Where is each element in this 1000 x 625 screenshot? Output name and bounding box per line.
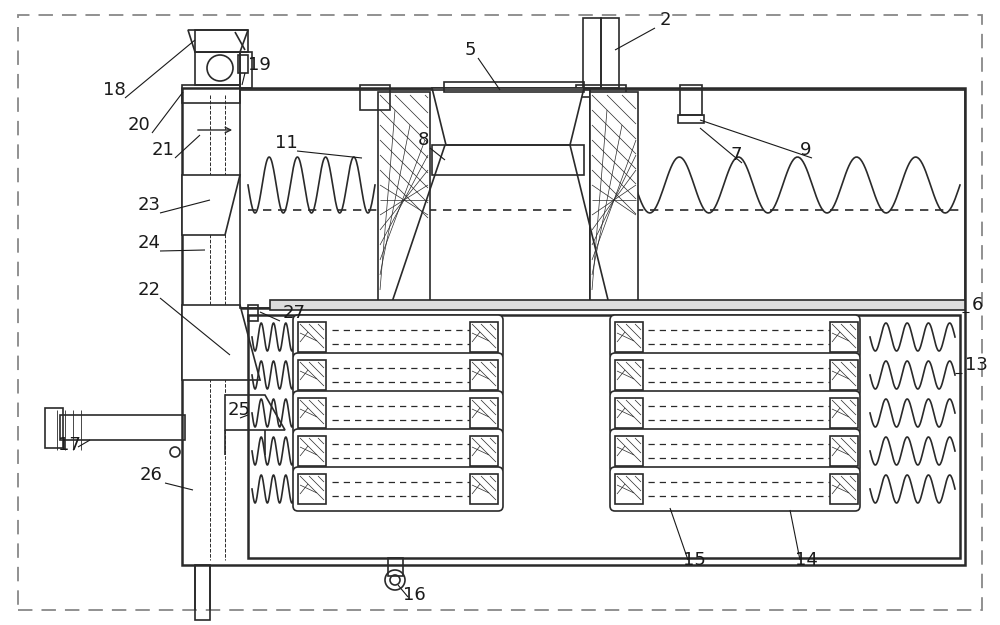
Text: 23: 23: [138, 196, 161, 214]
Text: 8: 8: [418, 131, 429, 149]
Bar: [830, 474, 858, 504]
Bar: [444, 82, 584, 92]
Bar: [615, 474, 643, 504]
Bar: [360, 85, 390, 110]
Bar: [238, 55, 248, 73]
Bar: [470, 322, 498, 352]
Bar: [248, 315, 960, 558]
Bar: [680, 85, 702, 115]
Bar: [388, 558, 403, 576]
FancyBboxPatch shape: [293, 467, 503, 511]
Bar: [576, 85, 626, 97]
Polygon shape: [432, 88, 584, 145]
Bar: [601, 18, 619, 88]
Text: 18: 18: [103, 81, 126, 99]
Bar: [615, 360, 643, 390]
Bar: [830, 322, 858, 352]
Bar: [270, 300, 965, 310]
Text: 22: 22: [138, 281, 161, 299]
Bar: [615, 322, 643, 352]
Text: 6: 6: [972, 296, 983, 314]
Text: 17: 17: [58, 436, 81, 454]
Polygon shape: [225, 395, 285, 430]
Polygon shape: [182, 305, 260, 380]
Polygon shape: [182, 175, 240, 235]
Bar: [298, 436, 326, 466]
Text: 20: 20: [128, 116, 151, 134]
Bar: [298, 474, 326, 504]
FancyBboxPatch shape: [610, 315, 860, 359]
Bar: [298, 398, 326, 428]
Text: 2: 2: [660, 11, 672, 29]
FancyBboxPatch shape: [610, 391, 860, 435]
Text: 9: 9: [800, 141, 812, 159]
Polygon shape: [188, 30, 248, 52]
Bar: [470, 436, 498, 466]
Text: 25: 25: [228, 401, 251, 419]
FancyBboxPatch shape: [610, 467, 860, 511]
Bar: [470, 474, 498, 504]
Bar: [615, 398, 643, 428]
Bar: [195, 52, 240, 85]
Text: 21: 21: [152, 141, 175, 159]
Bar: [830, 360, 858, 390]
Bar: [678, 115, 704, 123]
FancyBboxPatch shape: [610, 429, 860, 473]
Bar: [590, 92, 638, 307]
Bar: [830, 398, 858, 428]
Bar: [182, 85, 240, 103]
Text: 24: 24: [138, 234, 161, 252]
FancyBboxPatch shape: [293, 315, 503, 359]
Bar: [195, 30, 248, 52]
Text: 26: 26: [140, 466, 163, 484]
Bar: [378, 92, 430, 307]
Text: 19: 19: [248, 56, 271, 74]
Text: 11: 11: [275, 134, 298, 152]
Text: 15: 15: [683, 551, 706, 569]
Bar: [590, 90, 965, 308]
Text: 14: 14: [795, 551, 818, 569]
FancyBboxPatch shape: [293, 391, 503, 435]
Bar: [298, 360, 326, 390]
FancyBboxPatch shape: [293, 429, 503, 473]
Bar: [45, 408, 63, 448]
Bar: [615, 436, 643, 466]
Text: 27: 27: [283, 304, 306, 322]
Bar: [248, 305, 258, 321]
Bar: [830, 436, 858, 466]
Bar: [60, 415, 185, 440]
Bar: [240, 52, 252, 88]
FancyBboxPatch shape: [293, 353, 503, 397]
Bar: [432, 145, 584, 175]
Text: 7: 7: [730, 146, 742, 164]
FancyBboxPatch shape: [610, 353, 860, 397]
Bar: [182, 88, 965, 565]
Text: 5: 5: [465, 41, 477, 59]
Bar: [470, 398, 498, 428]
Bar: [195, 565, 210, 620]
Bar: [240, 90, 590, 308]
Text: 16: 16: [403, 586, 426, 604]
Bar: [470, 360, 498, 390]
Bar: [583, 18, 601, 88]
Bar: [298, 322, 326, 352]
Text: 13: 13: [965, 356, 988, 374]
